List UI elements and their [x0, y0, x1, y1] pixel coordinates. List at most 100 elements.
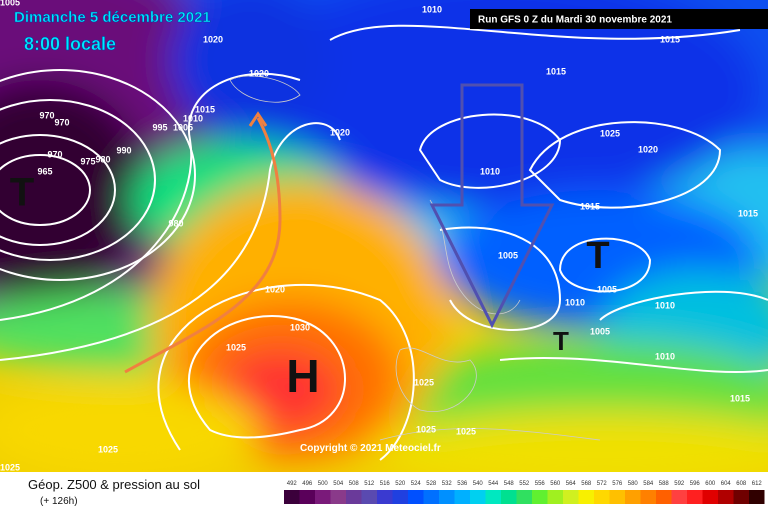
- legend-swatch: [625, 490, 641, 504]
- isobar-label: 965: [37, 166, 52, 176]
- legend-swatch: [532, 490, 548, 504]
- legend-swatch: [609, 490, 625, 504]
- legend: 492 496 500 504 508 512 516 520 524 528 532 536 540 5…: [284, 481, 765, 504]
- legend-swatch: [640, 490, 656, 504]
- legend-label: 536: [457, 481, 468, 487]
- legend-label: 508: [349, 481, 360, 487]
- isobar-label: 975: [80, 156, 95, 166]
- isobar-label: 1010: [655, 300, 675, 310]
- legend-label: 560: [550, 481, 561, 487]
- legend-label: 548: [504, 481, 515, 487]
- isobar-label: 970: [39, 110, 54, 120]
- isobar-label: 970: [47, 149, 62, 159]
- isobar-label: 1005: [597, 284, 617, 294]
- legend-label: 576: [612, 481, 623, 487]
- legend-swatch: [749, 490, 765, 504]
- isobar-label: 1025: [0, 462, 20, 472]
- legend-swatch: [470, 490, 486, 504]
- isobar-label: 1005: [498, 250, 518, 260]
- legend-swatch: [656, 490, 672, 504]
- legend-swatch: [361, 490, 377, 504]
- time-label: 8:00 locale: [24, 34, 116, 54]
- legend-label: 592: [674, 481, 685, 487]
- legend-swatch: [563, 490, 579, 504]
- legend-label: 492: [287, 481, 298, 487]
- flow-arrow-head: [248, 111, 268, 127]
- pressure-center: T: [10, 171, 34, 215]
- isobar-label: 1025: [226, 342, 246, 352]
- isobar-label: 1020: [638, 144, 658, 154]
- legend-swatch: [439, 490, 455, 504]
- legend-label: 572: [597, 481, 608, 487]
- isobar-label: 1015: [660, 34, 680, 44]
- isobar-label: 1025: [98, 444, 118, 454]
- legend-label: 552: [519, 481, 530, 487]
- legend-label: 500: [318, 481, 329, 487]
- isobar-label: 1020: [265, 284, 285, 294]
- isobar-label: 1010: [565, 297, 585, 307]
- pressure-center: T: [586, 235, 609, 277]
- isobar-label: 1020: [249, 68, 269, 78]
- isobar-label: 1010: [480, 166, 500, 176]
- isobar-label: 990: [116, 145, 131, 155]
- legend-label: 540: [473, 481, 484, 487]
- legend-label: 600: [705, 481, 716, 487]
- legend-label: 524: [411, 481, 422, 487]
- legend-swatch: [423, 490, 439, 504]
- isobar-label: 1025: [456, 426, 476, 436]
- isobar-label: 1015: [546, 66, 566, 76]
- legend-swatch: [346, 490, 362, 504]
- isobar-label: 1025: [414, 377, 434, 387]
- date-label: Dimanche 5 décembre 2021: [14, 9, 211, 26]
- isobar-label: 1010: [422, 4, 442, 14]
- legend-label: 512: [364, 481, 375, 487]
- legend-label: 580: [628, 481, 639, 487]
- legend-label: 584: [643, 481, 654, 487]
- legend-swatch: [702, 490, 718, 504]
- isobar-label: 1010: [183, 113, 203, 123]
- legend-label: 588: [659, 481, 670, 487]
- legend-label: 564: [566, 481, 577, 487]
- legend-swatch: [377, 490, 393, 504]
- legend-label: 516: [380, 481, 391, 487]
- isobar-label: 1005: [0, 0, 20, 7]
- legend-swatch: [547, 490, 563, 504]
- legend-swatch: [485, 490, 501, 504]
- isobar-label: 1010: [655, 351, 675, 361]
- legend-label: 608: [736, 481, 747, 487]
- footer-lead: (+ 126h): [40, 496, 78, 507]
- isobar-label: 1015: [738, 208, 758, 218]
- isobar-label: 980: [95, 154, 110, 164]
- legend-swatch: [284, 490, 300, 504]
- legend-label: 520: [395, 481, 406, 487]
- legend-swatch: [671, 490, 687, 504]
- legend-swatch: [501, 490, 517, 504]
- isobar-label: 1015: [580, 201, 600, 211]
- isobars: [0, 24, 768, 461]
- legend-label: 612: [752, 481, 763, 487]
- legend-swatch: [408, 490, 424, 504]
- flow-arrow: [124, 117, 282, 374]
- legend-label: 504: [333, 481, 344, 487]
- legend-swatch: [578, 490, 594, 504]
- legend-swatch: [594, 490, 610, 504]
- legend-label: 496: [302, 481, 313, 487]
- legend-swatch: [733, 490, 749, 504]
- legend-swatch: [315, 490, 331, 504]
- run-label: Run GFS 0 Z du Mardi 30 novembre 2021: [478, 15, 672, 26]
- legend-swatch: [392, 490, 408, 504]
- legend-label: 544: [488, 481, 499, 487]
- legend-label: 532: [442, 481, 453, 487]
- isobar-label: 980: [168, 218, 183, 228]
- legend-label: 596: [690, 481, 701, 487]
- isobar-label: 1005: [173, 122, 193, 132]
- legend-swatch: [718, 490, 734, 504]
- legend-swatch: [299, 490, 315, 504]
- legend-swatch: [516, 490, 532, 504]
- legend-label: 568: [581, 481, 592, 487]
- isobar-label: 1020: [203, 34, 223, 44]
- isobar-label: 1015: [730, 393, 750, 403]
